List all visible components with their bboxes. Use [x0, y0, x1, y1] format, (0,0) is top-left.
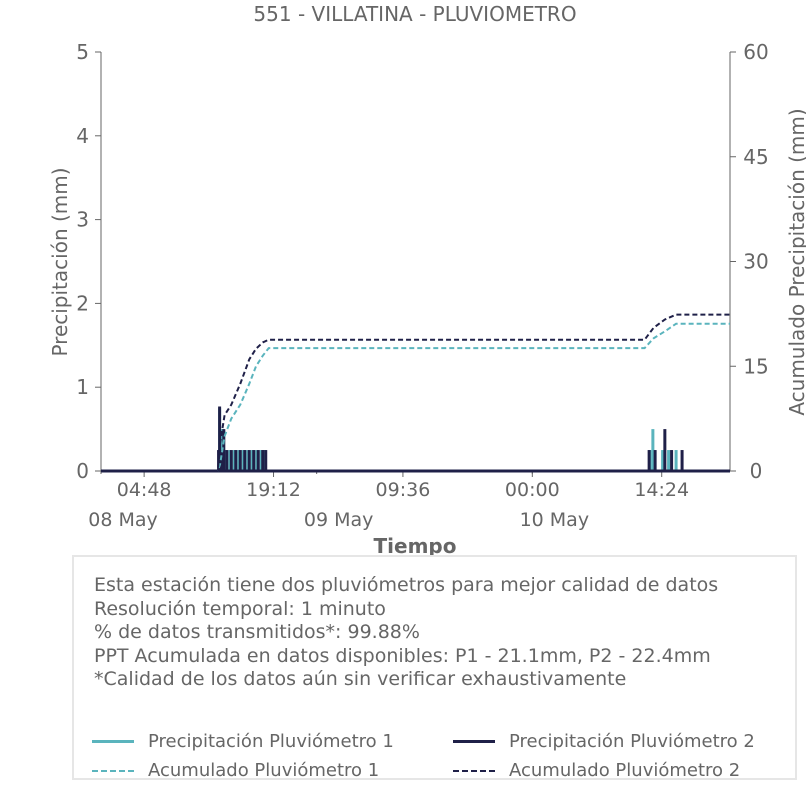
x-date-tick-label: 09 May	[304, 509, 374, 531]
y2-tick-label: 0	[750, 459, 763, 483]
x-tick-label: 00:00	[505, 479, 560, 501]
y-tick-label: 1	[76, 375, 89, 399]
y2-tick-label: 15	[743, 354, 768, 378]
x-tick-label: 04:48	[117, 479, 172, 501]
x-axis-label: Tiempo	[374, 534, 457, 558]
y2-axis-label: Acumulado Precipitación (mm)	[785, 108, 806, 415]
legend-item-precip-p2: Precipitación Pluviómetro 2	[453, 731, 755, 752]
legend-item-precip-p1: Precipitación Pluviómetro 1	[92, 731, 394, 752]
legend-swatch-accum-p1	[92, 769, 134, 772]
x-date-tick-label: 10 May	[520, 509, 590, 531]
legend-label: Acumulado Pluviómetro 2	[509, 760, 741, 781]
legend-swatch-accum-p2	[453, 769, 495, 772]
legend-swatch-precip-p1	[92, 740, 134, 743]
info-line-accumulated: PPT Acumulada en datos disponibles: P1 -…	[94, 644, 711, 667]
info-line-two-gauges: Esta estación tiene dos pluviómetros par…	[94, 574, 719, 596]
x-tick-label: 09:36	[376, 479, 431, 501]
info-box: Esta estación tiene dos pluviómetros par…	[72, 555, 797, 781]
x-date-tick-label: 08 May	[88, 509, 158, 531]
y-tick-label: 0	[76, 459, 89, 483]
info-text: Esta estación tiene dos pluviómetros par…	[94, 574, 718, 692]
info-line-resolution: Resolución temporal: 1 minuto	[94, 597, 386, 620]
y2-tick-label: 30	[743, 250, 768, 274]
y-tick-label: 2	[76, 291, 89, 315]
accum-line-1	[101, 322, 730, 472]
y2-tick-label: 45	[743, 145, 768, 169]
x-tick-label: 14:24	[634, 479, 689, 501]
y-tick-label: 4	[76, 124, 89, 148]
y-tick-label: 5	[76, 40, 89, 64]
chart-title: 551 - VILLATINA - PLUVIOMETRO	[253, 2, 576, 26]
accum-line-2	[101, 313, 730, 472]
y-axis-label: Precipitación (mm)	[48, 167, 72, 356]
info-line-transmitted: % de datos transmitidos*: 99.88%	[94, 621, 420, 643]
y2-tick-label: 60	[743, 40, 768, 64]
legend-item-accum-p1: Acumulado Pluviómetro 1	[92, 760, 379, 781]
legend-item-accum-p2: Acumulado Pluviómetro 2	[453, 760, 740, 781]
info-line-quality-note: *Calidad de los datos aún sin verificar …	[94, 668, 627, 690]
y-tick-label: 3	[76, 208, 89, 232]
legend-swatch-precip-p2	[453, 740, 495, 743]
legend-label: Precipitación Pluviómetro 1	[148, 731, 394, 752]
pluviometer-chart: 551 - VILLATINA - PLUVIOMETRO 0123450153…	[48, 2, 806, 558]
x-tick-label: 19:12	[246, 479, 301, 501]
legend-label: Precipitación Pluviómetro 2	[509, 731, 755, 752]
legend-label: Acumulado Pluviómetro 1	[148, 760, 380, 781]
